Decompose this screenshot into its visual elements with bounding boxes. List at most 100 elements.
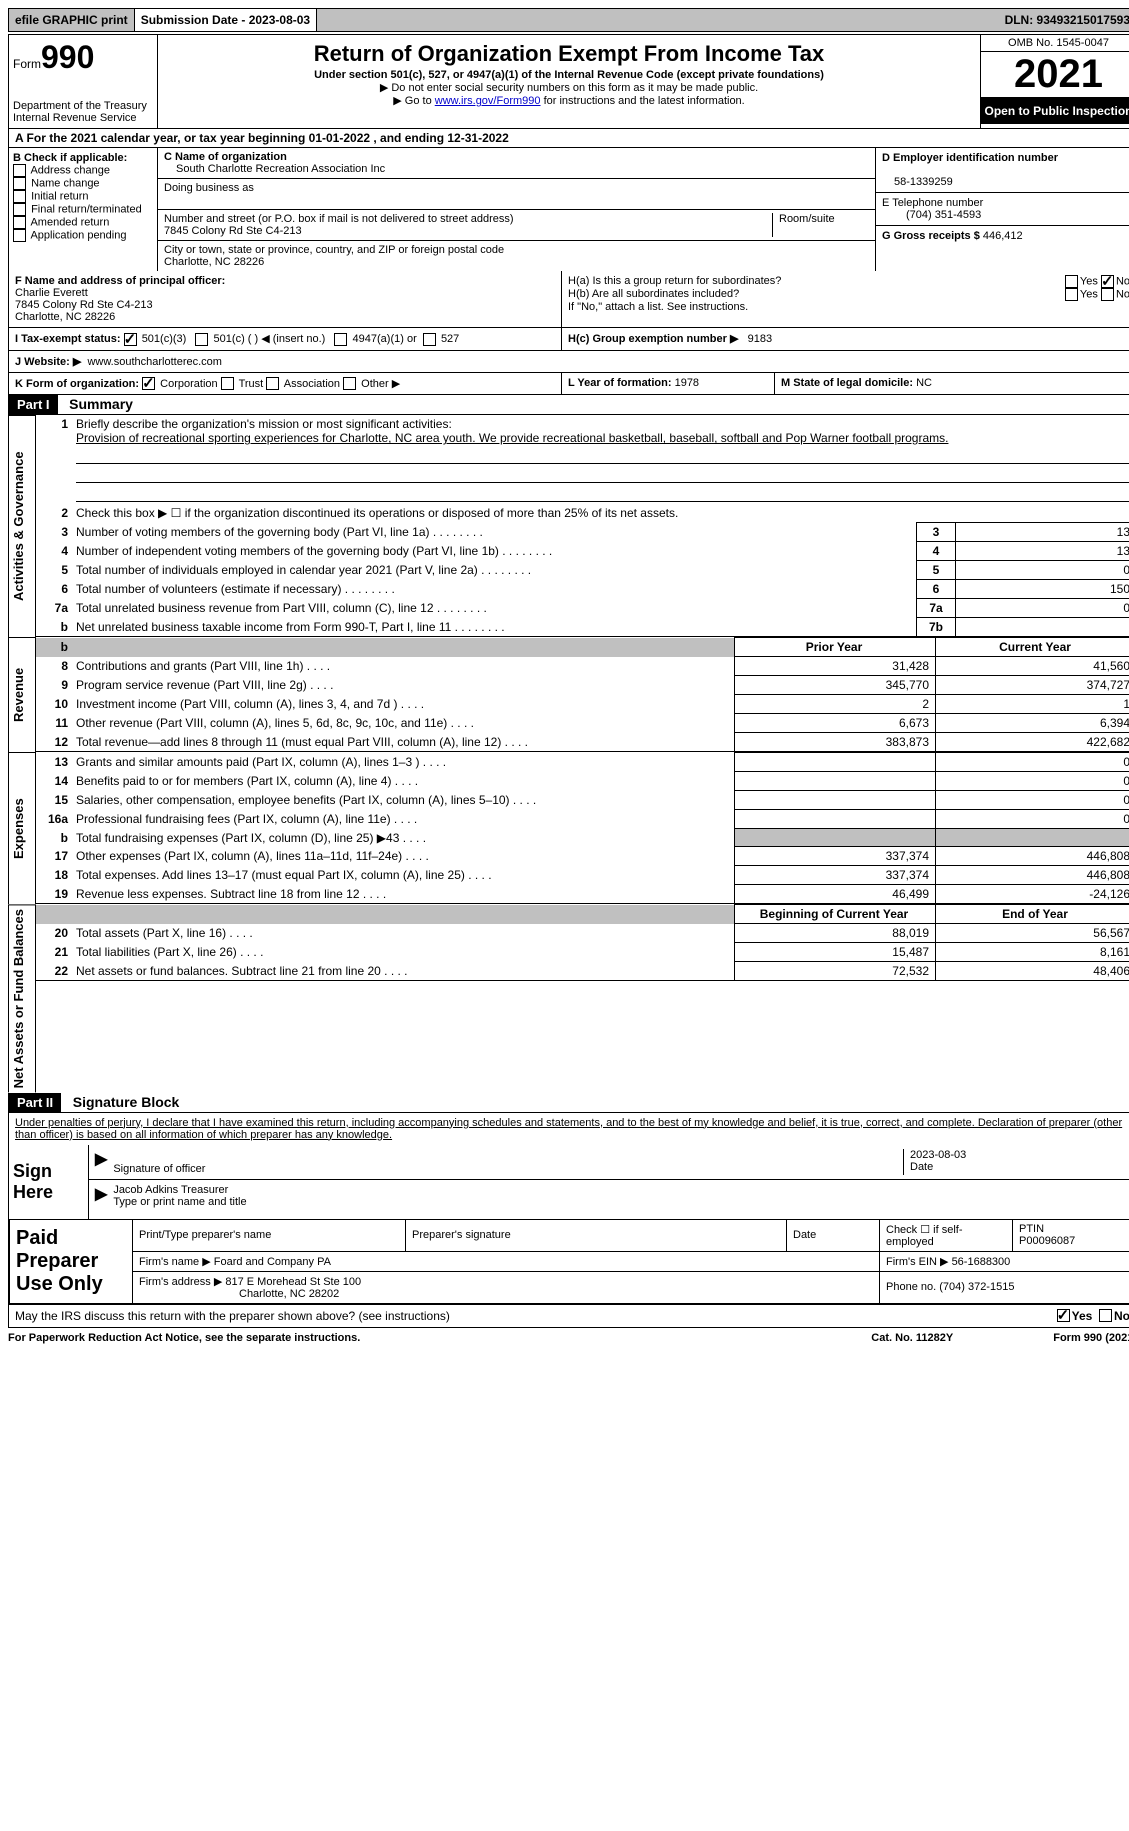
current-value: 48,406 <box>936 962 1129 981</box>
hb-no[interactable] <box>1101 288 1114 301</box>
chk-final[interactable] <box>13 203 26 216</box>
side-governance: Activities & Governance <box>8 415 36 637</box>
prior-year-header: Prior Year <box>735 638 936 657</box>
signature-block: Under penalties of perjury, I declare th… <box>8 1113 1129 1305</box>
prior-value: 31,428 <box>735 657 936 676</box>
opt-527: 527 <box>441 333 459 345</box>
mission-blank3 <box>76 483 1129 502</box>
col-b: B Check if applicable: Address change Na… <box>9 148 158 271</box>
net-assets-section: Net Assets or Fund Balances Beginning of… <box>8 904 1129 1092</box>
col-b-label: B Check if applicable: <box>13 152 127 164</box>
discuss-row: May the IRS discuss this return with the… <box>8 1305 1129 1328</box>
line-value: 150 <box>956 580 1129 599</box>
firm-name-value: Foard and Company PA <box>214 1256 331 1268</box>
line-value: 13 <box>956 542 1129 561</box>
ha-label: H(a) Is this a group return for subordin… <box>568 275 781 288</box>
row-fh: F Name and address of principal officer:… <box>8 271 1129 328</box>
line-desc: Total liabilities (Part X, line 26) . . … <box>72 943 735 962</box>
no-label2: No <box>1116 288 1129 300</box>
col-d: D Employer identification number 58-1339… <box>876 148 1129 271</box>
line-desc: Salaries, other compensation, employee b… <box>72 791 735 810</box>
header-right: OMB No. 1545-0047 2021 Open to Public In… <box>981 35 1129 128</box>
phone-label: E Telephone number <box>882 197 983 209</box>
row-j: J Website: ▶ www.southcharlotterec.com <box>8 351 1129 373</box>
line-desc: Net unrelated business taxable income fr… <box>72 618 917 637</box>
line-num: 3 <box>36 523 72 542</box>
prior-value: 88,019 <box>735 924 936 943</box>
current-value: 0 <box>936 753 1129 772</box>
line-desc: Number of independent voting members of … <box>72 542 917 561</box>
chk-527[interactable] <box>423 333 436 346</box>
line1-text: Provision of recreational sporting exper… <box>76 431 948 445</box>
line-desc: Net assets or fund balances. Subtract li… <box>72 962 735 981</box>
current-value: 446,808 <box>936 866 1129 885</box>
ptin-label: PTIN <box>1019 1223 1044 1235</box>
cat-no: Cat. No. 11282Y <box>871 1332 953 1344</box>
form-title: Return of Organization Exempt From Incom… <box>162 41 976 67</box>
chk-other[interactable] <box>343 377 356 390</box>
gross-value: 446,412 <box>983 230 1023 242</box>
form-footer: Form 990 (2021) <box>1053 1332 1129 1344</box>
chk-pending[interactable] <box>13 229 26 242</box>
part2-badge: Part II <box>9 1093 61 1112</box>
line-box: 3 <box>917 523 956 542</box>
current-value: 6,394 <box>936 714 1129 733</box>
chk-assoc[interactable] <box>266 377 279 390</box>
chk-name[interactable] <box>13 177 26 190</box>
hb-yes[interactable] <box>1065 288 1078 301</box>
line-desc: Investment income (Part VIII, column (A)… <box>72 695 735 714</box>
opt-corp: Corporation <box>160 378 217 390</box>
form-number: 990 <box>41 39 94 75</box>
chk-amended[interactable] <box>13 216 26 229</box>
ein-label: D Employer identification number <box>882 152 1058 164</box>
line-num: 6 <box>36 580 72 599</box>
main-grid: B Check if applicable: Address change Na… <box>8 148 1129 271</box>
line-desc: Total fundraising expenses (Part IX, col… <box>72 829 735 847</box>
state-value: NC <box>916 377 932 389</box>
line-num: 18 <box>36 866 72 885</box>
line1-label: Briefly describe the organization's miss… <box>76 417 452 431</box>
city-value: Charlotte, NC 28226 <box>164 256 264 268</box>
chk-trust[interactable] <box>221 377 234 390</box>
line2-text: Check this box ▶ ☐ if the organization d… <box>72 504 1129 523</box>
irs-link[interactable]: www.irs.gov/Form990 <box>435 95 541 107</box>
line-box: 7a <box>917 599 956 618</box>
prior-value: 337,374 <box>735 866 936 885</box>
line-desc: Total unrelated business revenue from Pa… <box>72 599 917 618</box>
prior-value: 46,499 <box>735 885 936 904</box>
paperwork-label: For Paperwork Reduction Act Notice, see … <box>8 1332 360 1344</box>
line-box: 4 <box>917 542 956 561</box>
current-value: -24,126 <box>936 885 1129 904</box>
ha-no[interactable] <box>1101 275 1114 288</box>
org-name: South Charlotte Recreation Association I… <box>164 163 385 175</box>
line-num: 15 <box>36 791 72 810</box>
prior-value <box>735 791 936 810</box>
chk-initial[interactable] <box>13 190 26 203</box>
line-desc: Number of voting members of the governin… <box>72 523 917 542</box>
chk-corp[interactable] <box>142 377 155 390</box>
discuss-no[interactable] <box>1099 1309 1112 1322</box>
discuss-yes[interactable] <box>1057 1309 1070 1322</box>
penalty-text: Under penalties of perjury, I declare th… <box>9 1113 1129 1145</box>
year-formation-value: 1978 <box>675 377 699 389</box>
hc-value: 9183 <box>748 333 772 345</box>
sig-date-label: Date <box>910 1161 933 1173</box>
top-bar: efile GRAPHIC print Submission Date - 20… <box>8 8 1129 32</box>
chk-501c3[interactable] <box>124 333 137 346</box>
chk-address-label: Address change <box>30 164 110 176</box>
prior-value: 2 <box>735 695 936 714</box>
chk-address[interactable] <box>13 164 26 177</box>
website-value: www.southcharlotterec.com <box>87 356 222 368</box>
ha-yes[interactable] <box>1065 275 1078 288</box>
chk-501c[interactable] <box>195 333 208 346</box>
prior-value: 72,532 <box>735 962 936 981</box>
line-num: 11 <box>36 714 72 733</box>
line-num: 19 <box>36 885 72 904</box>
chk-4947[interactable] <box>334 333 347 346</box>
part2-header-row: Part II Signature Block <box>8 1093 1129 1113</box>
line-value <box>956 618 1129 637</box>
line-num: 5 <box>36 561 72 580</box>
firm-addr-label: Firm's address ▶ <box>139 1276 222 1288</box>
line-desc: Total revenue—add lines 8 through 11 (mu… <box>72 733 735 752</box>
discuss-yes-label: Yes <box>1072 1309 1093 1323</box>
